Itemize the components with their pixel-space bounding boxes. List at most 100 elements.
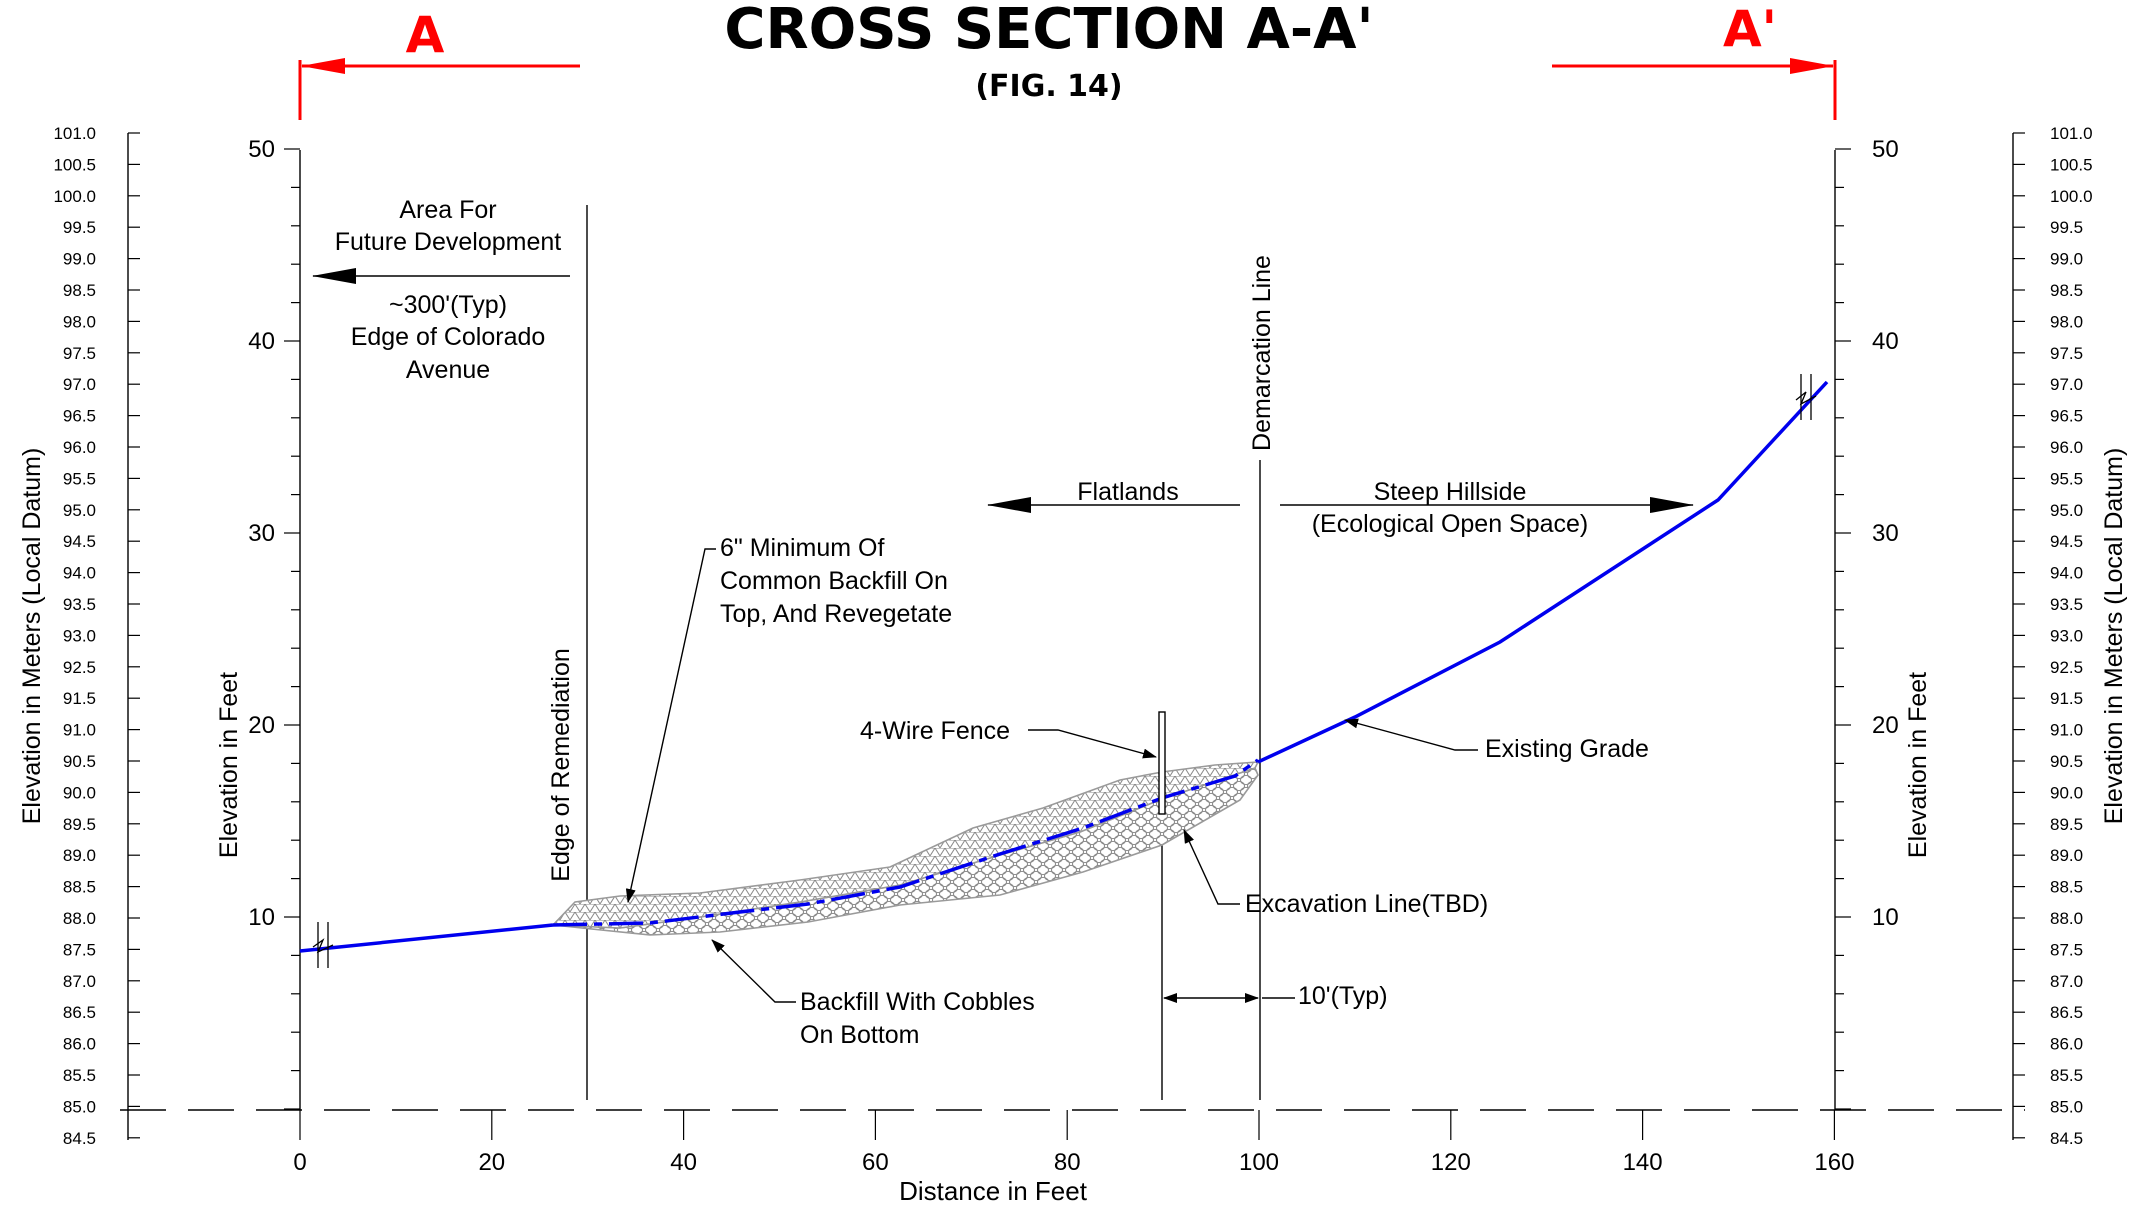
future-dev-line-1: Area For <box>399 196 496 224</box>
backfill-top-leader <box>625 548 716 903</box>
meters-tick-label: 86.0 <box>63 1035 96 1054</box>
distance-axis-label: Distance in Feet <box>899 1176 1088 1206</box>
meters-tick-label: 96.0 <box>63 438 96 457</box>
colorado-line-2: Edge of Colorado <box>351 323 546 351</box>
feet-axis-label-right: Elevation in Feet <box>1904 672 1932 858</box>
meters-tick-label: 99.0 <box>63 250 96 269</box>
distance-tick-label: 80 <box>1054 1149 1081 1176</box>
meters-tick-label: 87.0 <box>2050 972 2083 991</box>
edge-of-remediation-label: Edge of Remediation <box>547 648 575 881</box>
meters-tick-label: 91.5 <box>63 689 96 708</box>
meters-tick-label: 101.0 <box>53 124 96 143</box>
distance-tick-label: 160 <box>1814 1149 1854 1176</box>
meters-tick-label: 92.5 <box>63 658 96 677</box>
typ10-dimension: 10'(Typ) <box>1163 982 1388 1010</box>
meters-tick-label: 85.5 <box>63 1066 96 1085</box>
steep-line-2: (Ecological Open Space) <box>1312 510 1589 538</box>
meters-tick-label: 84.5 <box>63 1129 96 1148</box>
feet-tick-label: 10 <box>248 904 275 931</box>
meters-tick-label: 96.0 <box>2050 438 2083 457</box>
typ10-label: 10'(Typ) <box>1298 982 1388 1010</box>
meters-tick-label: 96.5 <box>2050 407 2083 426</box>
meters-tick-label: 93.0 <box>2050 626 2083 645</box>
marker-right-label: A' <box>1723 0 1777 58</box>
distance-tick-label: 140 <box>1623 1149 1663 1176</box>
meters-tick-label: 89.0 <box>63 846 96 865</box>
meters-tick-label: 94.5 <box>2050 532 2083 551</box>
backfill-top-line-2: Common Backfill On <box>720 567 948 595</box>
existing-grade-leader <box>1344 718 1478 751</box>
distance-tick-label: 0 <box>293 1149 306 1176</box>
meters-tick-label: 90.5 <box>63 752 96 771</box>
existing-grade-line <box>299 923 554 953</box>
meters-tick-label: 88.0 <box>2050 909 2083 928</box>
meters-tick-label: 94.5 <box>63 532 96 551</box>
meters-tick-label: 99.5 <box>2050 218 2083 237</box>
meters-tick-label: 100.0 <box>2050 187 2093 206</box>
meters-tick-label: 89.5 <box>63 815 96 834</box>
meters-tick-label: 101.0 <box>2050 124 2093 143</box>
flatlands-label: Flatlands <box>1077 478 1178 506</box>
feet-axis-left: 50 40 30 20 10 <box>248 136 275 931</box>
steep-hillside-note: Steep Hillside (Ecological Open Space) <box>1280 478 1694 538</box>
colorado-line-3: Avenue <box>406 356 490 384</box>
meters-tick-label: 98.0 <box>2050 312 2083 331</box>
meters-tick-label: 89.0 <box>2050 846 2083 865</box>
meters-tick-label: 85.5 <box>2050 1066 2083 1085</box>
meters-tick-label: 91.0 <box>63 721 96 740</box>
meters-tick-label: 99.5 <box>63 218 96 237</box>
marker-left-label: A <box>406 6 445 64</box>
distance-tick-label: 60 <box>862 1149 889 1176</box>
meters-tick-label: 86.0 <box>2050 1035 2083 1054</box>
meters-tick-label: 90.0 <box>63 783 96 802</box>
existing-grade-label: Existing Grade <box>1485 735 1649 763</box>
existing-grade-hillside <box>1257 380 1829 764</box>
meters-tick-label: 95.0 <box>63 501 96 520</box>
meters-tick-label: 90.0 <box>2050 783 2083 802</box>
feet-tick-label: 20 <box>1872 712 1899 739</box>
meters-tick-label: 99.0 <box>2050 250 2083 269</box>
meters-tick-label: 97.5 <box>63 344 96 363</box>
meters-tick-label: 87.0 <box>63 972 96 991</box>
backfill-top-line-3: Top, And Revegetate <box>720 600 952 628</box>
meters-tick-label: 93.5 <box>2050 595 2083 614</box>
meters-tick-label: 86.5 <box>63 1003 96 1022</box>
feet-tick-label: 30 <box>248 520 275 547</box>
meters-tick-label: 95.5 <box>63 469 96 488</box>
feet-tick-label: 50 <box>248 136 275 163</box>
steep-line-1: Steep Hillside <box>1374 478 1527 506</box>
excavation-line <box>552 758 1259 927</box>
meters-tick-label: 87.5 <box>2050 940 2083 959</box>
meters-tick-label: 92.5 <box>2050 658 2083 677</box>
meters-tick-label: 88.5 <box>2050 878 2083 897</box>
meters-tick-label: 86.5 <box>2050 1003 2083 1022</box>
fence-note: 4-Wire Fence <box>860 717 1157 759</box>
meters-axis-right: 101.0 100.5 100.0 99.5 99.0 98.5 98.0 97.5 97.0 9… <box>2050 124 2093 1148</box>
backfill-bottom-note: Backfill With Cobbles On Bottom <box>711 939 1035 1049</box>
meters-tick-label: 100.0 <box>53 187 96 206</box>
section-marker-right: A' <box>1552 0 1837 120</box>
distance-tick-label: 40 <box>670 1149 697 1176</box>
meters-tick-label: 85.0 <box>63 1097 96 1116</box>
meters-tick-label: 90.5 <box>2050 752 2083 771</box>
meters-tick-label: 97.5 <box>2050 344 2083 363</box>
meters-tick-label: 84.5 <box>2050 1129 2083 1148</box>
backfill-bottom-leader <box>711 939 796 1003</box>
break-symbol-left <box>312 922 334 968</box>
distance-axis: 0 20 40 60 80 100 120 140 160 <box>293 1149 1854 1176</box>
excavation-leader <box>1183 829 1240 905</box>
fence-leader <box>1028 729 1157 759</box>
page-title: CROSS SECTION A-A' <box>724 0 1373 62</box>
section-marker-left: A <box>298 6 580 120</box>
meters-tick-label: 97.0 <box>2050 375 2083 394</box>
flatlands-note: Flatlands <box>987 478 1240 513</box>
meters-tick-label: 96.5 <box>63 407 96 426</box>
meters-tick-label: 98.5 <box>63 281 96 300</box>
meters-tick-label: 91.5 <box>2050 689 2083 708</box>
meters-tick-label: 100.5 <box>2050 155 2093 174</box>
meters-tick-label: 93.5 <box>63 595 96 614</box>
meters-tick-label: 91.0 <box>2050 721 2083 740</box>
break-symbol-right <box>1795 374 1817 420</box>
distance-tick-label: 20 <box>478 1149 505 1176</box>
meters-tick-label: 87.5 <box>63 940 96 959</box>
